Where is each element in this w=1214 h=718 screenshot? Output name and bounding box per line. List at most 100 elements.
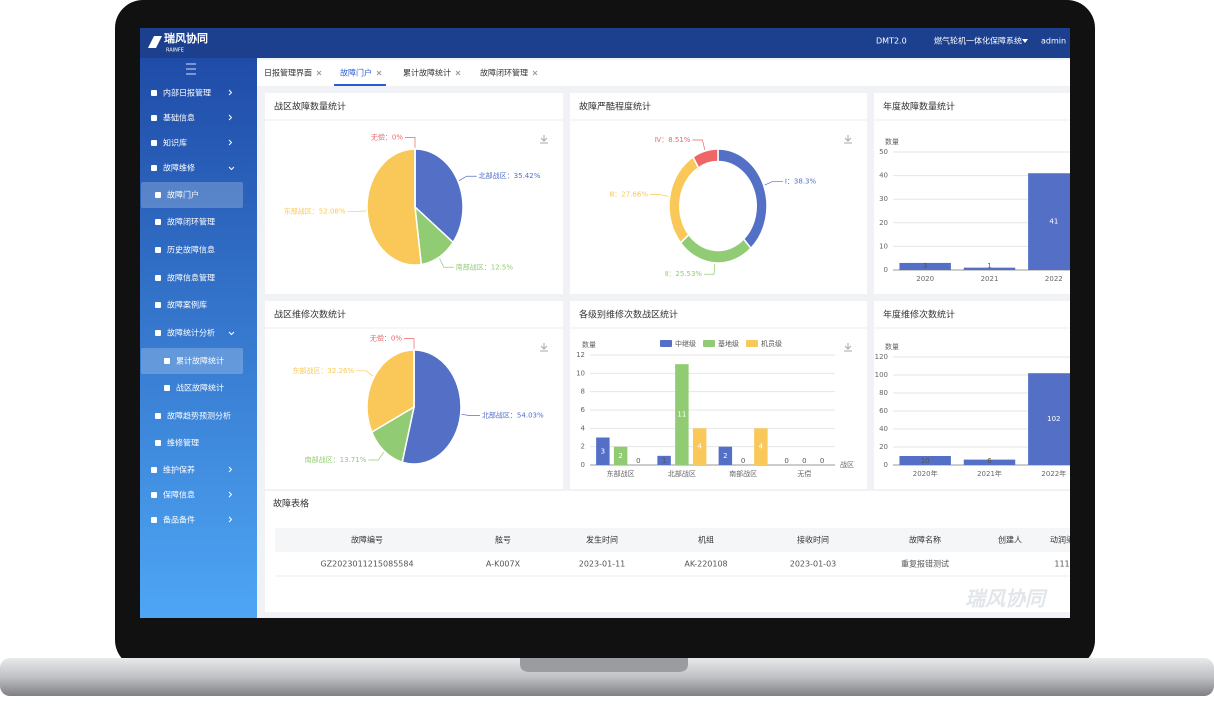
menu-item[interactable]: 故障统计分析 (167, 328, 215, 338)
panel-title: 战区维修次数统计 (274, 309, 346, 321)
menu-icon (164, 358, 170, 364)
menu-item[interactable]: 内部日报管理 (163, 88, 211, 98)
menu-icon (155, 247, 161, 253)
x-tick-label: 2021年 (977, 469, 1002, 478)
x-tick-label: 2020年 (913, 469, 938, 478)
legend-swatch (703, 340, 715, 347)
slice-label: 东部战区：52.08% (284, 207, 346, 216)
bar-label: 3 (923, 262, 927, 270)
table-cell: A-K007X (486, 560, 521, 569)
bar (692, 428, 707, 465)
menu-item[interactable]: 保障信息 (163, 490, 195, 500)
leader-line (439, 258, 454, 268)
menu-icon (155, 219, 161, 225)
bar (1028, 173, 1070, 270)
menu-item[interactable]: 历史故障信息 (167, 245, 215, 255)
slice-label: Ⅲ：27.66% (609, 191, 648, 199)
tab[interactable]: 累计故障统计 (403, 68, 451, 78)
download-icon[interactable] (844, 135, 852, 144)
menu-icon (151, 467, 157, 473)
menu-item[interactable]: 维护保养 (163, 465, 195, 475)
table-header-cell: 创建人 (998, 535, 1022, 545)
menu-item[interactable]: 故障案例库 (167, 300, 207, 310)
download-icon[interactable] (540, 135, 548, 144)
x-tick-label: 东部战区 (607, 469, 635, 478)
chevron (228, 114, 233, 121)
download-icon[interactable] (844, 343, 852, 352)
x-tick-label: 2022年 (1041, 469, 1066, 478)
slice (401, 349, 462, 465)
collapse-icon[interactable] (186, 63, 196, 75)
x-axis-title: 战区 (840, 460, 854, 469)
y-tick-label: 4 (581, 424, 586, 432)
menu-item[interactable]: 累计故障统计 (176, 356, 224, 366)
slice-label: 东部战区：32.26% (292, 366, 354, 375)
y-tick-label: 80 (879, 389, 888, 397)
menu-active (141, 182, 243, 208)
chevron (228, 516, 233, 523)
panel-title: 战区故障数量统计 (274, 101, 346, 113)
menu-item[interactable]: 知识库 (163, 138, 187, 148)
x-tick-label: 2020 (916, 275, 934, 283)
bar-label: 11 (677, 411, 686, 419)
legend-swatch (660, 340, 672, 347)
menu-icon (164, 385, 170, 391)
bar-label: 10 (921, 457, 930, 465)
menu-item[interactable]: 基础信息 (163, 113, 195, 123)
y-tick-label: 100 (875, 371, 888, 379)
slice-label: Ⅰ：38.3% (785, 177, 817, 185)
bar (718, 446, 733, 465)
chevron-down (228, 166, 235, 171)
y-tick-label: 120 (875, 353, 888, 361)
y-axis-title: 数量 (885, 137, 899, 146)
menu-item[interactable]: 故障趋势预测分析 (167, 411, 231, 421)
laptop-notch (520, 658, 688, 672)
menu-item[interactable]: 故障门户 (167, 190, 199, 200)
y-tick-label: 40 (879, 425, 888, 433)
tab[interactable]: 故障门户 (340, 68, 372, 78)
menu-icon (151, 165, 157, 171)
legend-label[interactable]: 中继级 (675, 339, 696, 348)
panel-title: 各级别维修次数战区统计 (579, 309, 678, 321)
bar-label: 2 (618, 452, 622, 460)
table-title: 故障表格 (273, 498, 309, 510)
menu-item[interactable]: 战区故障统计 (176, 383, 224, 393)
menu-item[interactable]: 备品备件 (163, 515, 195, 525)
slice (366, 349, 415, 434)
bar-label: 1 (987, 262, 991, 270)
bar-label: 4 (697, 443, 702, 451)
legend-label[interactable]: 机员级 (761, 339, 782, 348)
tab-close (316, 70, 322, 76)
leader-line (650, 194, 669, 197)
y-tick-label: 0 (581, 461, 585, 469)
table-header-cell: 接收时间 (797, 535, 829, 545)
y-tick-label: 12 (576, 351, 585, 359)
tab[interactable]: 故障闭环管理 (480, 68, 528, 78)
table-cell: AK-220108 (684, 560, 727, 569)
bar (596, 437, 610, 465)
slice (414, 148, 464, 244)
menu-item[interactable]: 故障维修 (163, 163, 195, 173)
slice-label: 北部战区：35.42% (479, 171, 541, 180)
panel-title: 年度维修次数统计 (883, 309, 955, 321)
menu-icon (155, 440, 161, 446)
download-icon[interactable] (540, 343, 548, 352)
chevron (228, 89, 233, 96)
menu-item[interactable]: 维修管理 (167, 438, 199, 448)
leader-line (692, 139, 706, 151)
menu-item[interactable]: 故障信息管理 (167, 273, 215, 283)
menu-item[interactable]: 故障闭环管理 (167, 217, 215, 227)
leader-line (764, 181, 783, 186)
version: DMT2.0 (876, 37, 907, 46)
legend-label[interactable]: 基地级 (718, 339, 739, 348)
menu-icon (151, 140, 157, 146)
slice-label: Ⅳ：8.51% (655, 136, 691, 144)
slice (366, 148, 423, 266)
y-tick-label: 0 (884, 266, 888, 274)
menu-icon (155, 275, 161, 281)
chevron (228, 466, 233, 473)
leader-line (458, 175, 477, 182)
bar-label: 3 (601, 447, 605, 455)
tab[interactable]: 日报管理界面 (264, 68, 312, 78)
